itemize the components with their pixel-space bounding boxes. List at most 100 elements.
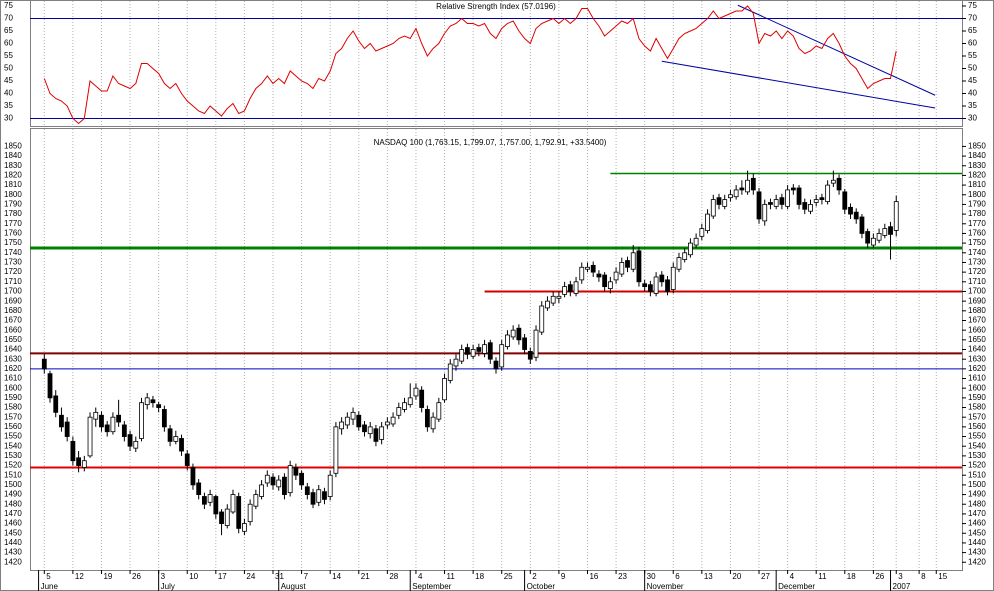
y-tick-label-left: 55 — [4, 51, 13, 60]
y-tick-label-right: 1750 — [968, 238, 986, 247]
candle-body — [282, 476, 287, 495]
x-tick-label: 12 — [75, 572, 84, 581]
x-tick-label: 9 — [561, 572, 566, 581]
x-tick-label: 3 — [161, 572, 166, 581]
candle-body — [516, 327, 522, 341]
candle-body — [659, 274, 665, 283]
y-tick-label-right: 1810 — [968, 180, 986, 189]
y-tick-label-left: 1780 — [4, 209, 22, 218]
y-tick-label-right: 1650 — [968, 335, 986, 344]
month-label: October — [527, 582, 556, 591]
candle-body — [682, 252, 688, 260]
candle-body — [647, 284, 653, 292]
x-tick-label: 4 — [418, 572, 423, 581]
y-tick-label-left: 1500 — [4, 480, 22, 489]
rsi-title: Relative Strength Index (57.0196) — [436, 2, 556, 11]
y-tick-label-right: 1730 — [968, 258, 986, 267]
candle-body — [539, 305, 545, 333]
candle-body — [830, 179, 836, 184]
y-tick-label-right: 1680 — [968, 306, 986, 315]
x-tick-label: 5 — [46, 572, 51, 581]
candle-body — [819, 197, 825, 200]
y-tick-label-right: 60 — [968, 39, 977, 48]
y-tick-label-left: 1510 — [4, 470, 22, 479]
month-label: June — [41, 582, 59, 591]
candle-body — [573, 281, 579, 294]
y-tick-label-right: 1420 — [968, 557, 986, 566]
y-tick-label-left: 1450 — [4, 528, 22, 537]
candle-body — [276, 479, 282, 488]
candle-body — [728, 194, 733, 199]
y-tick-label-right: 1620 — [968, 364, 986, 373]
candle-body — [64, 421, 70, 437]
y-tick-label-left: 1490 — [4, 490, 22, 499]
candle-body — [465, 347, 470, 355]
candle-body — [733, 189, 739, 198]
candle-body — [888, 226, 893, 235]
y-tick-label-left: 50 — [4, 64, 13, 73]
y-tick-label-right: 1440 — [968, 538, 986, 547]
candle-body — [779, 197, 785, 205]
month-label: 2007 — [893, 582, 911, 591]
x-tick-label: 27 — [761, 572, 770, 581]
x-tick-label: 28 — [389, 572, 398, 581]
y-tick-label-left: 1520 — [4, 461, 22, 470]
candle-body — [70, 440, 76, 462]
candle-body — [533, 329, 539, 358]
month-label: July — [161, 582, 175, 591]
candle-body — [47, 373, 53, 399]
x-tick-label: 8 — [921, 572, 926, 581]
candle-body — [619, 262, 625, 275]
candle-body — [710, 199, 716, 217]
x-tick-label: 18 — [847, 572, 856, 581]
candle-body — [499, 344, 505, 368]
candle-body — [453, 358, 459, 367]
candle-body — [53, 395, 59, 413]
candle-body — [150, 399, 156, 404]
candle-body — [384, 421, 390, 426]
rsi-panel — [30, 0, 963, 127]
candle-body — [768, 202, 773, 205]
candle-body — [424, 409, 430, 428]
y-tick-label-right: 45 — [968, 76, 977, 85]
candle-body — [750, 177, 756, 191]
candle-body — [184, 453, 190, 466]
y-tick-label-left: 1590 — [4, 393, 22, 402]
candle-body — [722, 199, 728, 207]
candle-body — [316, 489, 322, 503]
y-tick-label-right: 1720 — [968, 267, 986, 276]
candle-body — [870, 237, 876, 246]
x-tick-label: 23 — [618, 572, 627, 581]
y-tick-label-left: 1720 — [4, 267, 22, 276]
y-tick-label-left: 1470 — [4, 509, 22, 518]
y-tick-label-left: 1600 — [4, 383, 22, 392]
candle-body — [522, 337, 527, 350]
candle-body — [156, 404, 162, 408]
y-tick-label-right: 1830 — [968, 161, 986, 170]
y-tick-label-left: 1730 — [4, 258, 22, 267]
y-tick-label-left: 1850 — [4, 142, 22, 151]
candle-body — [213, 496, 219, 515]
y-tick-label-left: 1460 — [4, 519, 22, 528]
candle-body — [207, 494, 213, 503]
candle-body — [350, 411, 356, 420]
candle-body — [344, 416, 350, 426]
y-tick-label-right: 1770 — [968, 219, 986, 228]
candle-body — [567, 284, 573, 292]
candle-body — [853, 211, 859, 220]
y-tick-label-left: 45 — [4, 76, 13, 85]
candle-body — [876, 233, 882, 241]
x-tick-label: 11 — [447, 572, 456, 581]
y-tick-label-right: 1510 — [968, 470, 986, 479]
candle-body — [196, 482, 202, 495]
month-label: December — [778, 582, 815, 591]
x-tick-label: 3 — [898, 572, 903, 581]
candle-body — [93, 411, 99, 420]
candle-body — [739, 187, 745, 191]
y-tick-label-right: 1630 — [968, 354, 986, 363]
candle-body — [167, 428, 173, 442]
candle-body — [242, 523, 247, 532]
y-tick-label-right: 1490 — [968, 490, 986, 499]
candle-body — [259, 484, 264, 497]
